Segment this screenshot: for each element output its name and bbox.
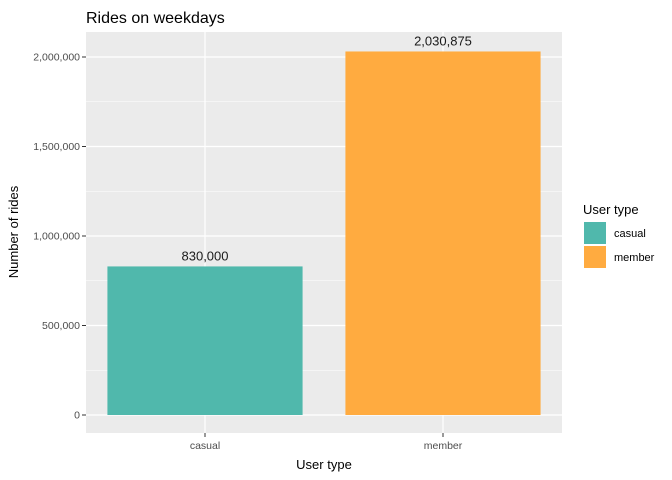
bar-member (345, 51, 541, 415)
legend-title: User type (583, 202, 639, 217)
y-axis-title: Number of rides (6, 185, 21, 278)
bar-casual (107, 266, 303, 415)
legend-key-casual (584, 222, 606, 244)
y-tick-label: 2,000,000 (33, 52, 80, 64)
x-tick-label: member (424, 440, 463, 452)
chart-title: Rides on weekdays (86, 10, 225, 27)
y-tick-label: 500,000 (42, 320, 80, 332)
legend-key-member (584, 246, 606, 268)
y-tick-label: 1,500,000 (33, 141, 80, 153)
data-label: 2,030,875 (414, 33, 472, 48)
legend: User type casual member (583, 202, 655, 268)
x-axis: casual member (190, 433, 463, 452)
legend-label: casual (614, 228, 646, 240)
y-tick-label: 1,000,000 (33, 231, 80, 243)
x-tick-label: casual (190, 440, 220, 452)
data-labels: 830,000 2,030,875 (182, 33, 472, 263)
legend-label: member (614, 252, 655, 264)
y-tick-label: 0 (74, 410, 80, 422)
bars (107, 51, 541, 415)
y-axis: 0 500,000 1,000,000 1,500,000 2,000,000 (33, 52, 86, 422)
x-axis-title: User type (296, 457, 352, 472)
data-label: 830,000 (182, 248, 229, 263)
